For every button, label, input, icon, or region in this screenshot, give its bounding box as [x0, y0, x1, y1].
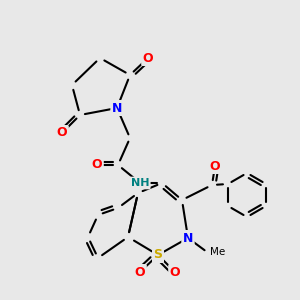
Text: S: S — [154, 248, 163, 262]
Text: Me: Me — [210, 247, 225, 257]
Text: NH: NH — [131, 178, 149, 188]
Text: N: N — [183, 232, 193, 244]
Text: O: O — [57, 127, 67, 140]
Text: O: O — [143, 52, 153, 64]
Text: O: O — [170, 266, 180, 278]
Text: O: O — [210, 160, 220, 172]
Text: N: N — [112, 101, 122, 115]
Text: O: O — [92, 158, 102, 172]
Text: O: O — [135, 266, 145, 278]
